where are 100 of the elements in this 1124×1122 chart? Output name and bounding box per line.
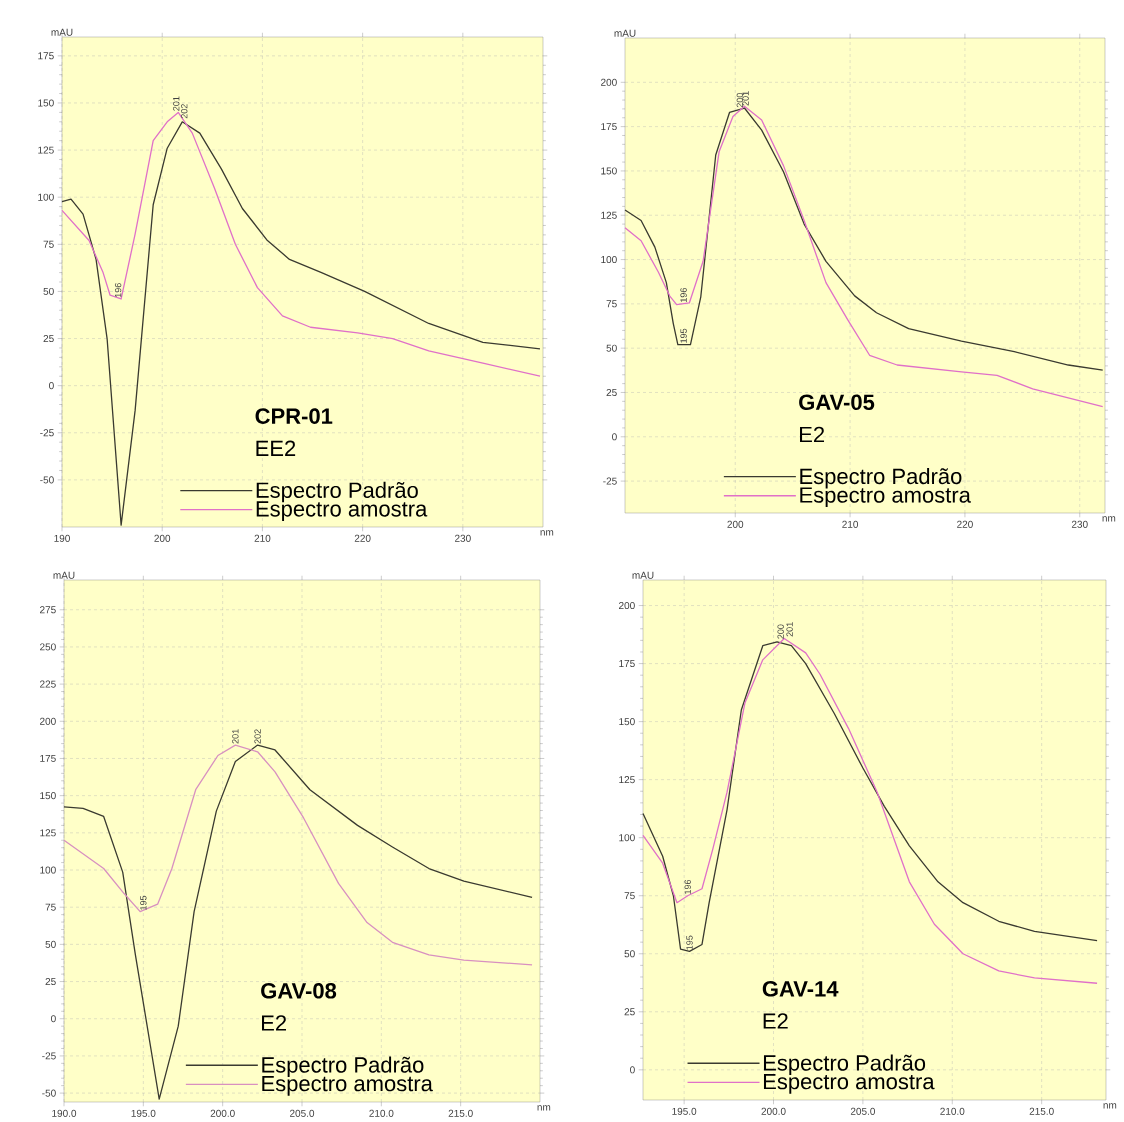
legend-label: Espectro amostra [262, 1075, 433, 1096]
x-tick-label: 220 [957, 520, 973, 528]
line-series [63, 744, 533, 966]
y-axis-title: mAU [632, 571, 654, 579]
x-tick-label: 210.0 [369, 1109, 394, 1117]
y-tick-label: 125 [40, 829, 56, 837]
y-tick-label: 75 [624, 892, 635, 900]
y-tick-label: 200 [619, 602, 635, 610]
x-tick-label: 195.0 [672, 1107, 697, 1115]
y-tick-label: 75 [43, 240, 54, 248]
y-tick-label: 200 [40, 717, 56, 725]
x-tick-label: 215.0 [448, 1109, 473, 1117]
x-tick-label: 220 [354, 534, 371, 542]
text: E2 [800, 426, 825, 443]
x-tick-label: 200.0 [210, 1109, 235, 1117]
y-tick-label: 175 [38, 52, 54, 60]
x-tick-label: 205.0 [850, 1107, 876, 1115]
annotation: 196 [684, 879, 691, 894]
x-axis-title: nm [537, 1105, 551, 1111]
y-tick-label: 100 [40, 866, 56, 874]
text: E2 [262, 1015, 287, 1031]
y-tick-label: 100 [38, 193, 54, 201]
y-tick-label: 150 [601, 167, 617, 175]
y-axis-title: mAU [51, 28, 73, 36]
annotation: 196 [114, 283, 122, 298]
x-tick-label: 190.0 [52, 1109, 77, 1117]
annotation: 200 [777, 624, 784, 639]
legend-label: Espectro amostra [763, 1073, 935, 1094]
x-tick-label: 210 [254, 534, 271, 542]
x-tick-label: 215.0 [1029, 1107, 1054, 1115]
legend-label: Espectro Padrão [800, 467, 962, 489]
y-tick-label: 0 [612, 433, 617, 441]
y-tick-label: 25 [624, 1008, 635, 1016]
x-tick-label: 230 [455, 534, 471, 542]
y-tick-label: 25 [43, 335, 54, 343]
x-tick-label: 200 [727, 520, 744, 528]
annotation: 200 [736, 93, 744, 108]
annotation: 201 [786, 622, 793, 637]
x-axis-title: nm [1102, 516, 1116, 522]
y-tick-label: 225 [40, 680, 56, 688]
x-tick-label: 200.0 [761, 1107, 786, 1115]
y-tick-label: 0 [630, 1066, 635, 1074]
text: GAV-08 [261, 983, 337, 999]
y-tick-label: 0 [51, 1015, 56, 1023]
y-tick-label: 150 [38, 99, 54, 107]
x-tick-label: 190 [54, 534, 70, 542]
y-tick-label: 50 [606, 344, 617, 352]
y-tick-label: 175 [619, 660, 635, 668]
line-series [61, 121, 541, 526]
y-tick-label: 100 [619, 834, 635, 842]
annotation: 195 [686, 935, 693, 950]
annotation: 201 [232, 729, 239, 744]
legend-label: Espectro amostra [256, 501, 428, 521]
y-tick-label: 150 [619, 718, 635, 726]
legend-label: Espectro Padrão [763, 1054, 926, 1076]
x-tick-label: 195.0 [131, 1109, 156, 1117]
x-axis-title: nm [1103, 1103, 1117, 1109]
y-tick-label: 50 [624, 950, 635, 958]
y-tick-label: 25 [606, 388, 617, 397]
y-tick-label: -25 [603, 477, 617, 485]
y-tick-label: -25 [42, 1052, 56, 1060]
annotation: 202 [181, 104, 188, 119]
x-tick-label: 200 [154, 534, 171, 542]
text: CPR-01 [255, 408, 333, 424]
y-axis-title: mAU [614, 29, 636, 37]
y-tick-label: 125 [619, 776, 635, 784]
y-tick-label: 75 [606, 300, 617, 308]
legend-label: Espectro amostra [800, 487, 971, 508]
text: EE2 [256, 440, 296, 456]
x-tick-label: 230 [1071, 520, 1088, 528]
y-tick-label: -25 [40, 429, 54, 437]
y-tick-label: -50 [42, 1089, 56, 1097]
y-tick-label: 275 [40, 606, 56, 614]
annotation: 201 [742, 91, 749, 106]
y-tick-label: 150 [40, 792, 56, 800]
x-axis-title: nm [540, 530, 554, 536]
text: E2 [763, 1013, 788, 1029]
y-tick-label: 0 [49, 382, 54, 390]
y-tick-label: -50 [40, 476, 54, 484]
y-tick-label: 50 [43, 287, 54, 295]
y-tick-label: 75 [45, 903, 56, 911]
legend-label: Espectro Padrão [256, 481, 418, 503]
text: GAV-14 [762, 981, 839, 997]
annotation: 201 [173, 96, 180, 111]
y-tick-label: 175 [40, 754, 56, 762]
x-tick-label: 210 [842, 520, 859, 528]
annotation: 202 [254, 729, 261, 744]
y-tick-label: 200 [601, 78, 617, 86]
y-tick-label: 125 [38, 146, 54, 154]
annotation: 195 [680, 328, 687, 343]
line-series [63, 744, 533, 1100]
y-tick-label: 250 [40, 643, 56, 651]
y-tick-label: 100 [601, 256, 617, 264]
y-tick-label: 125 [601, 211, 617, 219]
annotation: 196 [680, 288, 687, 302]
y-tick-label: 50 [45, 940, 56, 948]
x-tick-label: 210.0 [940, 1107, 965, 1115]
y-tick-label: 175 [601, 123, 617, 131]
text: GAV-05 [799, 394, 875, 411]
annotation: 195 [140, 895, 147, 910]
